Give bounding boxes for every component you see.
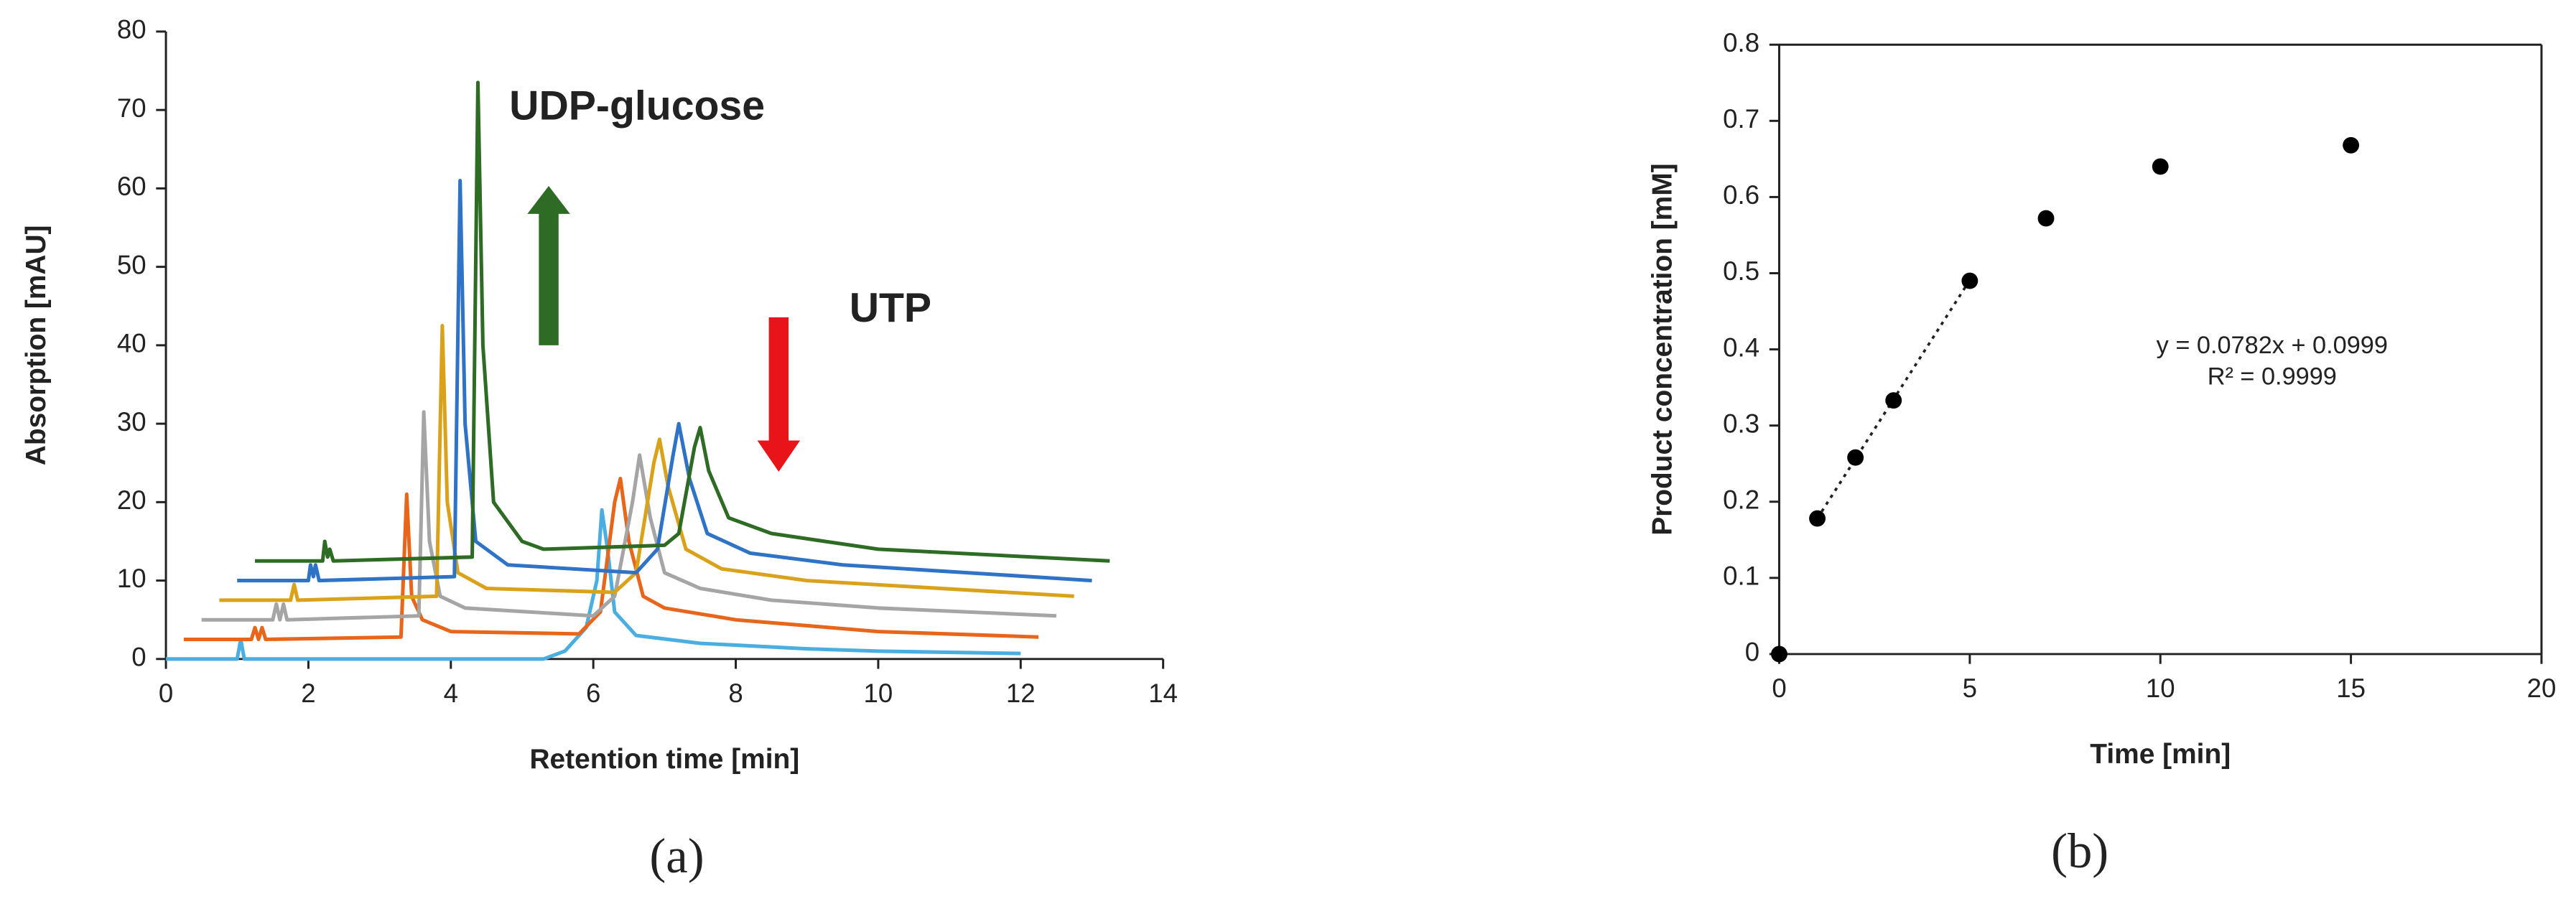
y-tick-label: 0 [131,642,146,671]
y-tick-label: 0.8 [1723,28,1759,57]
y-tick-label: 0.3 [1723,409,1759,438]
y-tick-label: 60 [117,172,147,201]
trace [219,324,1074,602]
x-tick-label: 10 [2146,673,2175,703]
trace [183,477,1039,642]
x-tick-label: 12 [1006,679,1036,708]
annotation: UTP [850,285,931,331]
point [1809,510,1826,527]
y-tick-label: 0 [1745,638,1759,667]
trace [237,178,1092,583]
y-tick-label: 70 [117,93,147,123]
y-tick-label: 20 [117,485,147,515]
x-tick-label: 5 [1963,673,1977,703]
panel-label: (b) [2051,824,2108,878]
y-tick-label: 0.6 [1723,180,1759,210]
x-tick-label: 14 [1148,679,1178,708]
trend-r2: R² = 0.9999 [2208,363,2337,391]
x-tick-label: 0 [1772,673,1786,703]
x-tick-label: 20 [2527,673,2557,703]
x-tick-label: 4 [444,679,458,708]
x-tick-label: 15 [2336,673,2366,703]
y-tick-label: 0.2 [1723,485,1759,514]
trace [201,410,1056,622]
y-tick-label: 10 [117,564,147,593]
y-tick-label: 30 [117,407,147,437]
panel-label: (a) [649,829,704,883]
point [2152,158,2169,175]
point [1961,272,1979,289]
x-tick-label: 8 [728,679,743,708]
y-tick-label: 0.4 [1723,332,1759,362]
y-axis-title: Product concentration [mM] [1647,163,1678,535]
point [2343,136,2360,154]
x-tick-label: 6 [586,679,600,708]
point [2037,210,2055,227]
y-tick-label: 80 [117,15,147,45]
point [1885,392,1902,409]
y-tick-label: 40 [117,329,147,358]
y-axis-title: Absorption [mAU] [21,225,52,466]
trend-equation: y = 0.0782x + 0.0999 [2157,332,2388,359]
y-tick-label: 50 [117,250,147,279]
y-tick-label: 0.5 [1723,256,1759,286]
trace [255,80,1110,563]
up-arrow [527,185,570,345]
x-tick-label: 0 [159,679,173,708]
y-tick-label: 0.7 [1723,104,1759,134]
x-tick-label: 10 [864,679,893,708]
x-axis-title: Retention time [min] [529,744,799,775]
y-tick-label: 0.1 [1723,561,1759,591]
annotation: UDP-glucose [509,83,765,129]
down-arrow [757,317,801,472]
point [1771,645,1787,663]
x-axis-title: Time [min] [2090,739,2231,770]
trace [166,508,1021,661]
point [1847,449,1864,466]
x-tick-label: 2 [301,679,315,708]
